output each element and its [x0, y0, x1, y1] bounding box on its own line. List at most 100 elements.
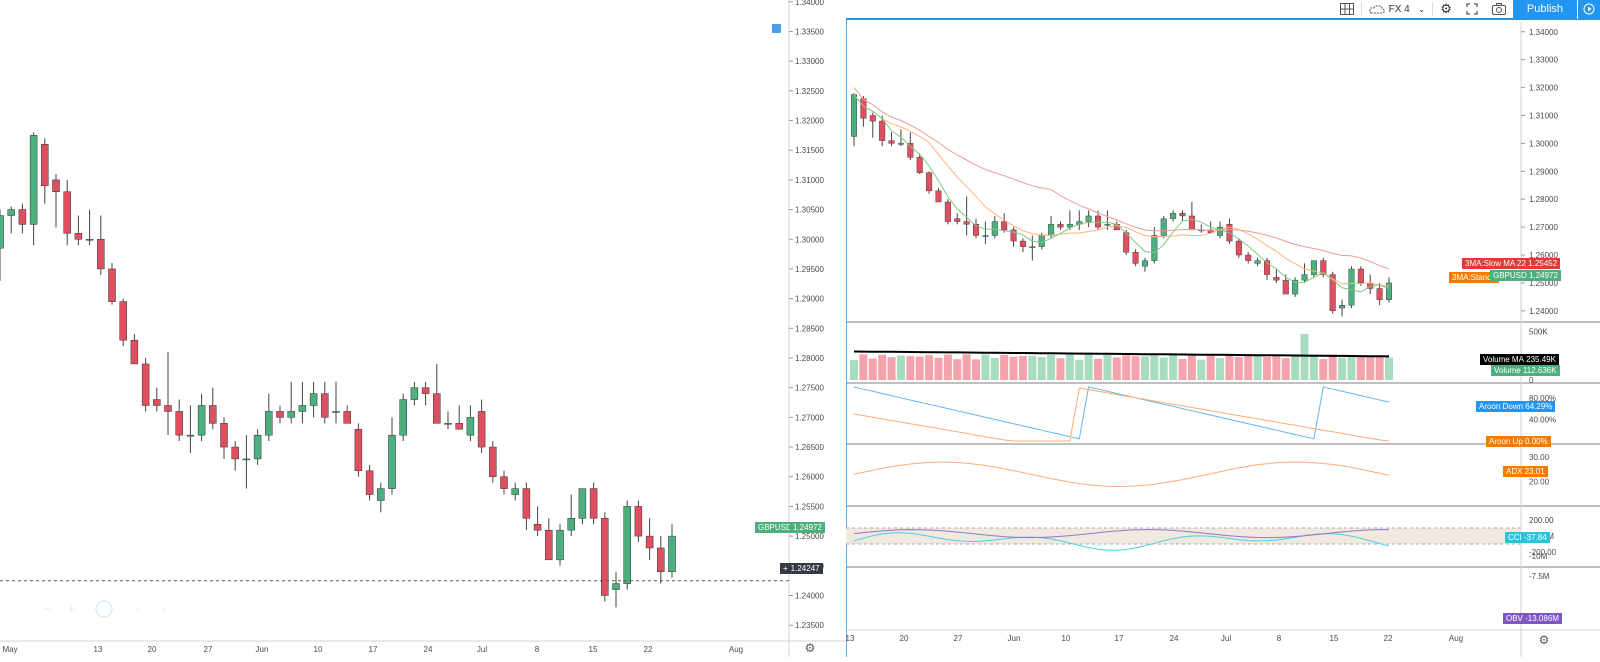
candle-body: [623, 506, 631, 584]
candle-body: [1001, 221, 1008, 231]
candle: [1057, 221, 1064, 230]
fullscreen-icon[interactable]: [1459, 0, 1485, 19]
candle-body: [1019, 240, 1026, 247]
chevron-down-icon: ⌄: [1417, 3, 1426, 14]
candle-body: [1320, 260, 1327, 275]
candle-body: [944, 201, 951, 222]
candle-body: [982, 235, 989, 237]
adx-line: [853, 461, 1390, 488]
candle-body: [963, 221, 970, 225]
volume-legend: Volume 112.636K: [1491, 365, 1560, 376]
volume-bar: [972, 359, 981, 380]
candle-body: [388, 434, 396, 489]
y-tick-label: 1.28000: [795, 354, 824, 363]
candle-body: [220, 423, 228, 448]
candle-body: [522, 488, 531, 519]
candle-body: [916, 157, 923, 173]
candle-body: [466, 417, 475, 436]
last-price-tag: 1.24972: [790, 522, 825, 533]
candle: [556, 524, 564, 566]
candle: [522, 482, 531, 531]
volume-bar: [1187, 354, 1196, 380]
volume-bar: [1262, 356, 1271, 380]
candle-body: [533, 523, 542, 531]
candle: [119, 298, 127, 347]
candle: [365, 464, 374, 501]
volume-bar: [1178, 358, 1187, 380]
zoom-in-icon: +: [68, 602, 75, 616]
candle: [399, 393, 407, 442]
candle-body: [1010, 229, 1017, 242]
candle-body: [231, 446, 239, 460]
publish-button[interactable]: Publish: [1512, 0, 1577, 19]
volume-bar: [1272, 354, 1281, 380]
left-price-chart[interactable]: 1.34000 1.33500 1.33000 1.32500 1.32000 1.315…: [0, 0, 846, 657]
grid-icon[interactable]: [1333, 0, 1361, 19]
x-tick-label: 20: [148, 645, 157, 654]
volume-bar: [1112, 357, 1121, 380]
volume-bar: [868, 358, 877, 380]
candle-body: [298, 405, 307, 412]
aroon-up-value: 0.00%: [1525, 437, 1548, 446]
candle: [1367, 274, 1374, 295]
aroon-down-label: Aroon Down: [1479, 402, 1524, 411]
candle-body: [935, 190, 942, 203]
candle-body: [657, 547, 665, 572]
play-icon[interactable]: [1577, 0, 1600, 19]
y-tick-label: 1.28500: [795, 324, 824, 333]
camera-icon[interactable]: [1485, 0, 1513, 19]
candle-body: [1188, 215, 1195, 231]
candle-body: [897, 143, 904, 145]
candle: [1010, 227, 1017, 247]
candle-body: [421, 387, 430, 394]
candle: [41, 138, 49, 204]
candle-body: [85, 239, 94, 241]
volume-bar: [1366, 356, 1375, 380]
candle: [1310, 260, 1317, 278]
candle-body: [52, 179, 60, 193]
right-multi-panel-chart[interactable]: 1.34000 1.33000 1.32000 1.31000 1.30000 1.290…: [845, 0, 1600, 657]
y-tick-label: 1.32000: [1529, 84, 1558, 93]
x-tick-label: 22: [644, 645, 653, 654]
interval-selector[interactable]: FX 4 ⌄: [1362, 0, 1433, 19]
x-tick-label: Jul: [477, 645, 487, 654]
candle: [1198, 224, 1205, 233]
x-tick-label: 13: [846, 634, 855, 643]
volume-label: Volume: [1494, 366, 1521, 375]
candle: [153, 387, 161, 412]
candle-body: [1245, 254, 1252, 261]
candle: [1339, 299, 1346, 317]
stand-ma-label: 3MA:Stand: [1452, 273, 1492, 282]
right-chart-pane[interactable]: 1.34000 1.33000 1.32000 1.31000 1.30000 1.290…: [845, 0, 1600, 657]
volume-bar: [887, 357, 896, 380]
candle: [963, 196, 970, 236]
candle: [108, 263, 116, 305]
candle-body: [1348, 268, 1355, 306]
y-tick-label: 1.27500: [795, 384, 824, 393]
candle: [668, 524, 676, 578]
candle-body: [175, 411, 183, 436]
candle-body: [1057, 224, 1064, 228]
candle: [1029, 235, 1036, 261]
candle-body: [1151, 235, 1158, 261]
y-tick-label: 1.33000: [795, 57, 824, 66]
y-tick-label: 200.00: [1529, 516, 1554, 525]
candle-body: [321, 393, 329, 418]
slow-ma-value: 1.25452: [1528, 259, 1558, 268]
volume-bar: [1084, 354, 1093, 380]
candle: [332, 381, 340, 424]
candle-body: [1217, 226, 1224, 236]
gear-icon[interactable]: ⚙: [1440, 1, 1452, 16]
candle-body: [455, 423, 463, 430]
y-tick-label: -10M: [1529, 552, 1548, 561]
candle: [388, 417, 396, 495]
obv-label: OBV: [1506, 614, 1523, 623]
candle-body: [265, 411, 273, 436]
left-chart-pane[interactable]: 1.34000 1.33500 1.33000 1.32500 1.32000 1.315…: [0, 0, 846, 657]
candle: [276, 405, 284, 424]
y-tick-label: 1.29500: [795, 265, 824, 274]
x-tick-label: Jun: [1008, 634, 1021, 643]
x-tick-label: 24: [1170, 634, 1179, 643]
gbpusd-right-label: GBPUSD: [1493, 271, 1527, 280]
candle: [589, 482, 598, 525]
